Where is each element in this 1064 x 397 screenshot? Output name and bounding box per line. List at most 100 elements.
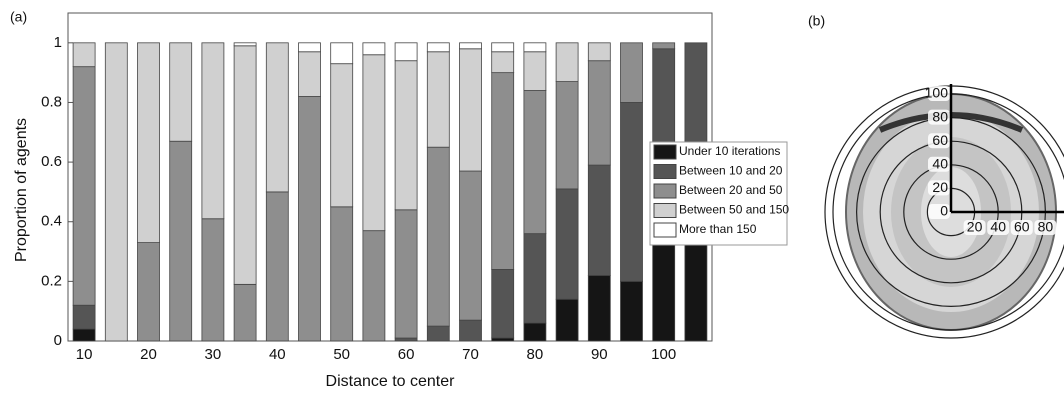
r-tick-label: 40 <box>932 156 948 172</box>
bar-segment <box>524 323 546 341</box>
plot-frame <box>68 13 712 341</box>
r-tick-label: 20 <box>932 179 948 195</box>
bar-segment <box>556 82 578 189</box>
bar-segment <box>588 275 610 341</box>
legend-label: More than 150 <box>679 222 757 236</box>
panel-label: (a) <box>10 9 27 25</box>
bar-segment <box>138 243 160 341</box>
x-tick-label: 60 <box>1014 219 1030 235</box>
bar-segment <box>492 43 514 52</box>
bar-segment <box>299 43 321 52</box>
legend-swatch <box>654 204 676 218</box>
bar-segment <box>266 43 288 192</box>
bar-segment <box>170 43 192 141</box>
bar-segment <box>621 43 643 103</box>
bar-segment <box>524 43 546 52</box>
bar-segment <box>653 43 675 49</box>
bar-segment <box>492 73 514 270</box>
bar-segment <box>202 219 224 341</box>
bar-segment <box>202 43 224 219</box>
bar-segment <box>170 141 192 341</box>
bar-segment <box>395 338 417 341</box>
bar-segment <box>331 207 353 341</box>
bar-segment <box>331 43 353 64</box>
r-tick-label: 100 <box>925 85 949 101</box>
bar-segment <box>299 52 321 97</box>
x-tick-label: 30 <box>205 346 222 363</box>
bar-segment <box>363 43 385 55</box>
bar-segment <box>105 43 127 341</box>
figure: (a) Distance to center Proportion of age… <box>0 0 1064 392</box>
bar-segment <box>73 43 95 67</box>
bar-segment <box>492 269 514 338</box>
x-tick-label: 20 <box>140 346 157 363</box>
x-tick-label: 70 <box>462 346 479 363</box>
bar-segment <box>73 305 95 329</box>
bar-segment <box>427 43 449 52</box>
y-tick-label: 0.6 <box>41 153 62 170</box>
legend-label: Between 10 and 20 <box>679 164 783 178</box>
bar-segment <box>395 43 417 61</box>
bar-segment <box>492 52 514 73</box>
r-tick-label: 60 <box>932 132 948 148</box>
r-tick-label: 0 <box>940 203 948 219</box>
bar-segment <box>331 64 353 207</box>
legend-swatch <box>654 223 676 237</box>
x-tick-label: 20 <box>967 219 983 235</box>
panel-label: (b) <box>808 13 825 29</box>
bar-segment <box>460 43 482 49</box>
bar-segment <box>621 281 643 341</box>
bar-segment <box>621 102 643 281</box>
r-tick-label: 80 <box>932 108 948 124</box>
legend-label: Between 20 and 50 <box>679 183 783 197</box>
y-tick-label: 1 <box>54 34 62 51</box>
bar-segment <box>73 329 95 341</box>
bar-segment <box>588 165 610 275</box>
y-axis-label: Proportion of agents <box>13 118 30 262</box>
x-tick-label: 80 <box>1038 219 1054 235</box>
bar-segment <box>138 43 160 243</box>
x-tick-label: 10 <box>76 346 93 363</box>
bar-segment <box>395 61 417 210</box>
bar-segment <box>234 43 256 46</box>
bar-segment <box>427 52 449 147</box>
bar-segment <box>556 43 578 82</box>
legend-label: Under 10 iterations <box>679 144 780 158</box>
bar-segment <box>460 171 482 320</box>
x-tick-label: 50 <box>333 346 350 363</box>
bar-segment <box>363 231 385 341</box>
bar-segment <box>234 284 256 341</box>
bar-segment <box>556 299 578 341</box>
y-tick-label: 0 <box>54 332 62 349</box>
bar-segment <box>524 91 546 234</box>
x-tick-label: 60 <box>398 346 415 363</box>
legend-swatch <box>654 184 676 198</box>
bar-segment <box>556 189 578 299</box>
bar-segment <box>460 320 482 341</box>
bar-segment <box>588 43 610 61</box>
x-tick-label: 40 <box>990 219 1006 235</box>
bar-segment <box>73 67 95 306</box>
bar-segment <box>427 147 449 326</box>
bar-segment <box>588 61 610 165</box>
bar-segment <box>524 234 546 323</box>
bar-segment <box>524 52 546 91</box>
bar-segment <box>299 96 321 341</box>
x-axis-label: Distance to center <box>326 373 456 390</box>
legend-label: Between 50 and 150 <box>679 203 789 217</box>
bar-segment <box>492 338 514 341</box>
x-tick-label: 40 <box>269 346 286 363</box>
x-tick-label: 100 <box>651 346 676 363</box>
y-tick-label: 0.4 <box>41 213 62 230</box>
x-tick-label: 80 <box>527 346 544 363</box>
legend-swatch <box>654 145 676 159</box>
bar-segment <box>234 46 256 285</box>
y-tick-label: 0.8 <box>41 93 62 110</box>
bar-segment <box>395 210 417 338</box>
bar-segment <box>427 326 449 341</box>
bar-segment <box>363 55 385 231</box>
x-tick-label: 90 <box>591 346 608 363</box>
bar-segment <box>460 49 482 171</box>
bar-segment <box>266 192 288 341</box>
legend-swatch <box>654 165 676 179</box>
